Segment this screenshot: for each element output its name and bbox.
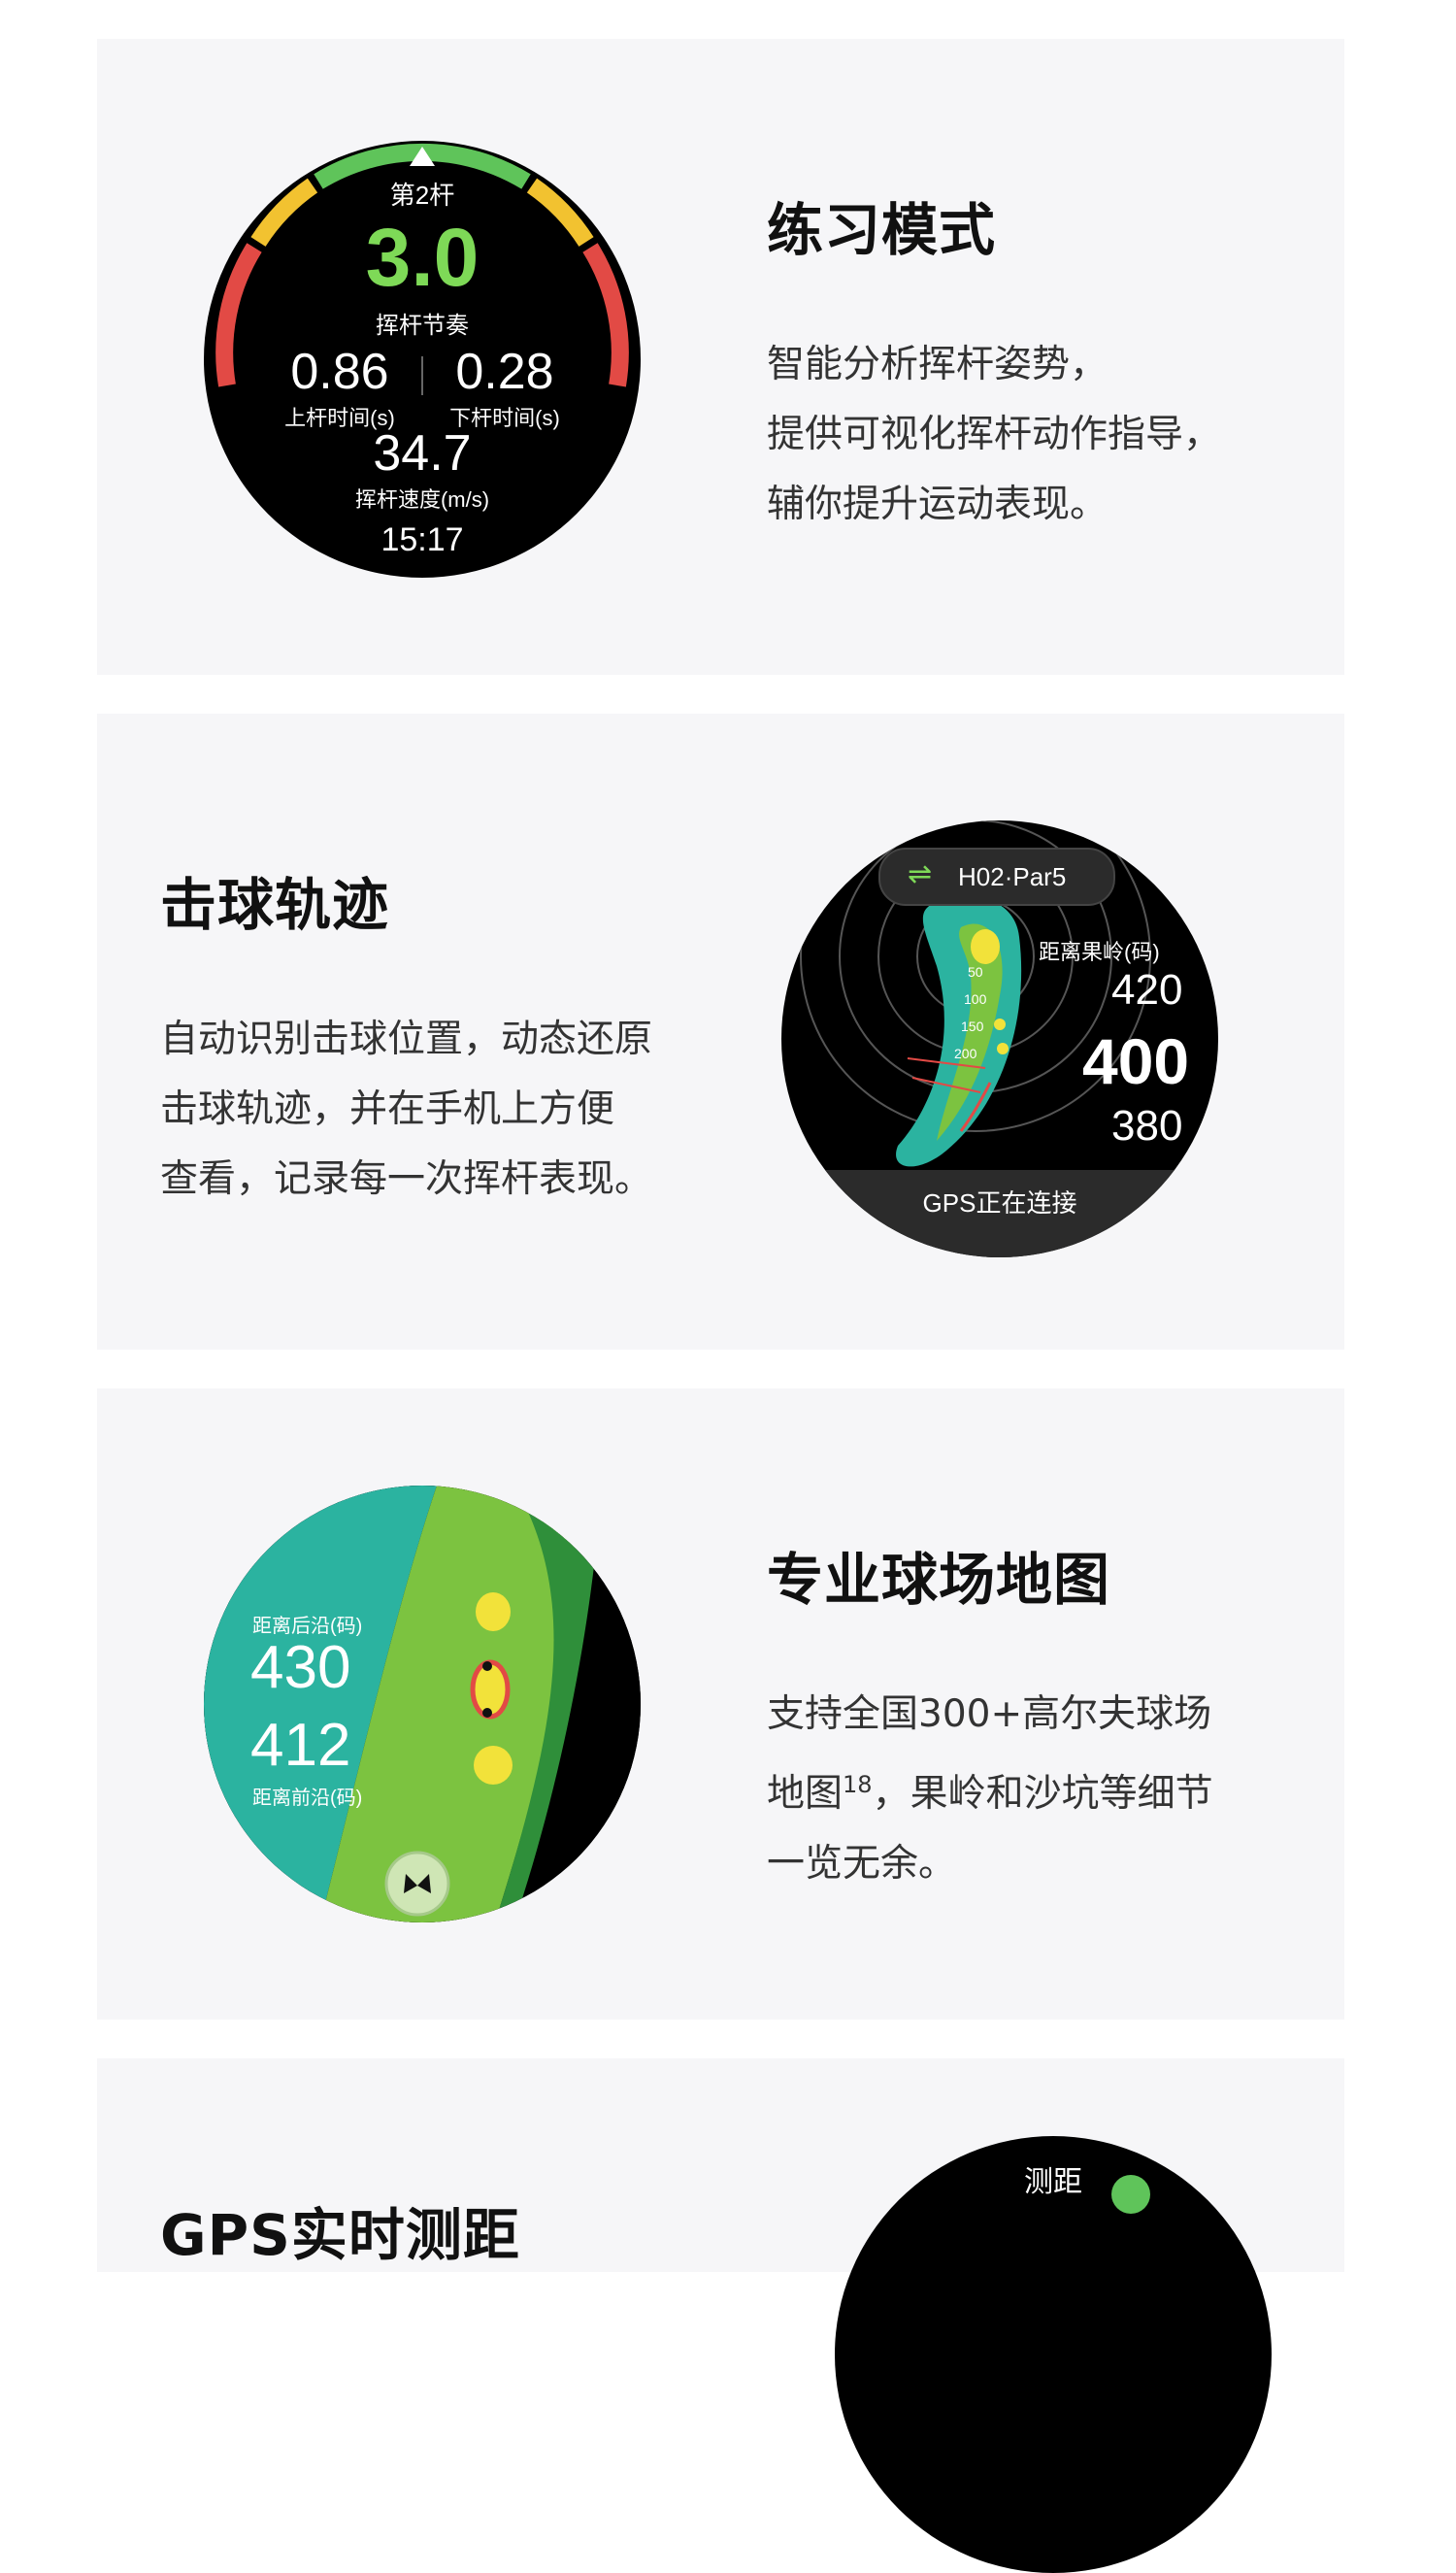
- gps-status-text: GPS正在连接: [922, 1188, 1077, 1218]
- gps-watch-face: 测距: [835, 2136, 1272, 2573]
- green-marker-icon: [1111, 2175, 1150, 2214]
- section-title-gps: GPS实时测距: [160, 2202, 520, 2268]
- section-title-course-map: 专业球场地图: [767, 1547, 1111, 1613]
- desc-line: 提供可视化挥杆动作指导，: [767, 413, 1222, 456]
- shot-trajectory-card: 击球轨迹 自动识别击球位置，动态还原 击球轨迹，并在手机上方便 查看，记录每一次…: [97, 714, 1344, 1350]
- tempo-value: 3.0: [365, 212, 480, 303]
- section-desc-practice: 智能分析挥杆姿势， 提供可视化挥杆动作指导， 辅你提升运动表现。: [767, 330, 1221, 540]
- distance-mid: 400: [1082, 1025, 1190, 1097]
- desc-line: 辅你提升运动表现。: [767, 483, 1109, 526]
- down-time-value: 0.28: [455, 344, 554, 400]
- desc-line: 地图18，果岭和沙坑等细节: [767, 1750, 1213, 1829]
- swing-speed-value: 34.7: [373, 425, 472, 482]
- hole-pill[interactable]: ⇌ H02·Par5: [878, 848, 1115, 906]
- desc-line: 自动识别击球位置，动态还原: [160, 1018, 653, 1061]
- desc-line: 智能分析挥杆姿势，: [767, 343, 1109, 386]
- desc-line: 击球轨迹，并在手机上方便: [160, 1087, 615, 1131]
- back-edge-label: 距离后沿(码): [252, 1616, 363, 1637]
- section-title-trajectory: 击球轨迹: [160, 872, 390, 938]
- desc-text: 地图: [767, 1772, 844, 1816]
- practice-watch-face: 第2杆 3.0 挥杆节奏 0.86 上杆时间(s) 0.28 下杆时间(s) 3…: [204, 141, 641, 578]
- swap-icon: ⇌: [908, 857, 933, 891]
- ring-label-150: 150: [961, 1019, 984, 1034]
- gps-status-bar: GPS正在连接: [781, 1170, 1218, 1257]
- distance-label: 距离果岭(码): [1039, 940, 1160, 964]
- practice-mode-card: 第2杆 3.0 挥杆节奏 0.86 上杆时间(s) 0.28 下杆时间(s) 3…: [97, 39, 1344, 675]
- ranging-label: 测距: [1024, 2166, 1082, 2198]
- swing-arc-gauge: [215, 143, 629, 387]
- desc-text: ，果岭和沙坑等细节: [872, 1772, 1213, 1816]
- flag-icon: [404, 1874, 417, 1893]
- clock-time: 15:17: [381, 521, 464, 558]
- section-desc-trajectory: 自动识别击球位置，动态还原 击球轨迹，并在手机上方便 查看，记录每一次挥杆表现。: [160, 1005, 652, 1215]
- distance-far: 420: [1111, 966, 1183, 1014]
- course-map-watch-face: 距离后沿(码) 430 412 距离前沿(码): [204, 1486, 641, 1922]
- pointer-triangle-icon: [410, 147, 435, 166]
- front-edge-label: 距离前沿(码): [252, 1788, 363, 1809]
- front-edge-value: 412: [250, 1712, 351, 1779]
- section-desc-course-map: 支持全国300+高尔夫球场 地图18，果岭和沙坑等细节 一览无余。: [767, 1680, 1213, 1899]
- footnote-marker: 18: [843, 1771, 873, 1798]
- swing-speed-label: 挥杆速度(m/s): [354, 487, 490, 512]
- back-edge-value: 430: [250, 1634, 351, 1701]
- ring-label-100: 100: [964, 991, 987, 1007]
- trajectory-watch-face: 50 100 150 200 ⇌ H02·Par5 距离果岭(码) 420 40…: [781, 820, 1218, 1257]
- ring-label-50: 50: [968, 964, 983, 980]
- tempo-label: 挥杆节奏: [376, 313, 469, 339]
- course-map-card: 距离后沿(码) 430 412 距离前沿(码) 专业球场地图 支持全国300+高…: [97, 1388, 1344, 2020]
- down-time-label: 下杆时间(s): [449, 406, 560, 430]
- distance-near: 380: [1111, 1102, 1183, 1150]
- course-map: [204, 1486, 641, 1922]
- up-time-label: 上杆时间(s): [284, 406, 395, 430]
- section-title-practice: 练习模式: [767, 197, 997, 263]
- divider: [421, 356, 423, 395]
- hole-map: [800, 820, 1151, 1167]
- desc-line: 查看，记录每一次挥杆表现。: [160, 1157, 653, 1201]
- gps-ranging-card: GPS实时测距 测距: [97, 2058, 1344, 2573]
- up-time-value: 0.86: [290, 344, 389, 400]
- desc-line: 支持全国300+高尔夫球场: [767, 1692, 1212, 1736]
- hole-label: H02·Par5: [958, 862, 1067, 891]
- ring-label-200: 200: [954, 1046, 977, 1061]
- stroke-label: 第2杆: [389, 181, 455, 210]
- desc-line: 一览无余。: [767, 1842, 957, 1886]
